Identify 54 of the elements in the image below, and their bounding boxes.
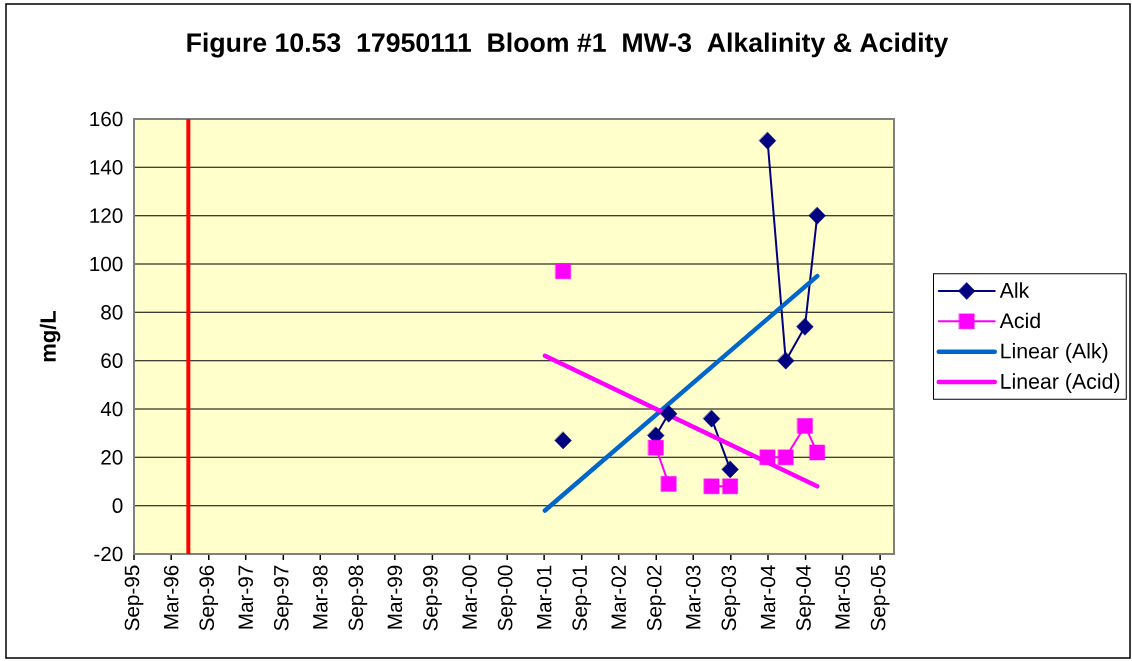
x-tick-label: Sep-99	[423, 565, 442, 631]
point	[796, 318, 814, 336]
x-tick-label: Sep-97	[273, 565, 293, 631]
x-tick-label: Mar-97	[238, 565, 254, 629]
x-tick-label: Mar-98	[312, 565, 328, 629]
y-axis-title: mg/L	[39, 310, 61, 362]
legend-label: Linear (Alk)	[1001, 342, 1108, 363]
x-tick-label: Mar-05	[835, 565, 850, 629]
chart-title: Figure 10.53 17950111 Bloom #1 MW-3 Alkalinity & Acidity	[187, 32, 949, 58]
legend-label: Linear (Acid)	[1001, 373, 1120, 394]
x-tick-label: Mar-99	[387, 565, 403, 629]
point	[721, 460, 739, 479]
y-tick-label: 40	[100, 401, 123, 417]
x-tick-label: Sep-95	[124, 565, 144, 631]
x-tick-label: Sep-98	[348, 565, 368, 631]
x-tick-label: Sep-04	[796, 565, 815, 631]
x-tick-label: Sep-00	[497, 565, 517, 631]
y-tick-label: -20	[94, 546, 123, 562]
x-tick-label: Mar-02	[611, 565, 626, 629]
x-tick-label: Sep-02	[646, 565, 666, 631]
x-tick-label: Sep-03	[721, 565, 741, 631]
point	[759, 449, 776, 466]
point	[660, 476, 677, 492]
point	[759, 132, 777, 150]
point	[554, 431, 572, 450]
point	[809, 444, 825, 461]
point	[777, 351, 795, 370]
y-tick-label: 160	[90, 111, 123, 127]
point	[703, 478, 720, 495]
x-tick-label: Sep-05	[870, 565, 890, 631]
legend-label: Alk	[999, 282, 1030, 298]
point	[797, 418, 813, 434]
y-tick-label: 80	[101, 305, 123, 320]
x-tick-label: Mar-01	[536, 565, 552, 629]
x-tick-label: Mar-00	[462, 565, 477, 629]
y-tick-label: 20	[101, 450, 123, 465]
x-tick-label: Sep-96	[199, 565, 219, 631]
x-tick-label: Mar-03	[685, 565, 701, 629]
y-tick-label: 140	[90, 160, 123, 175]
y-tick-label: 100	[90, 256, 123, 272]
x-tick-label: Mar-96	[163, 565, 179, 629]
y-tick-label: 0	[112, 498, 123, 513]
x-tick-label: Sep-01	[572, 565, 592, 631]
point	[778, 449, 794, 466]
y-tick-label: 120	[90, 208, 123, 223]
x-tick-label: Mar-04	[760, 565, 776, 629]
point	[660, 405, 678, 423]
point	[555, 263, 571, 279]
point	[808, 206, 826, 225]
y-tick-label: 60	[101, 353, 123, 368]
point	[722, 478, 738, 495]
point	[648, 439, 664, 456]
legend-label: Acid	[999, 312, 1040, 329]
point	[703, 409, 721, 428]
